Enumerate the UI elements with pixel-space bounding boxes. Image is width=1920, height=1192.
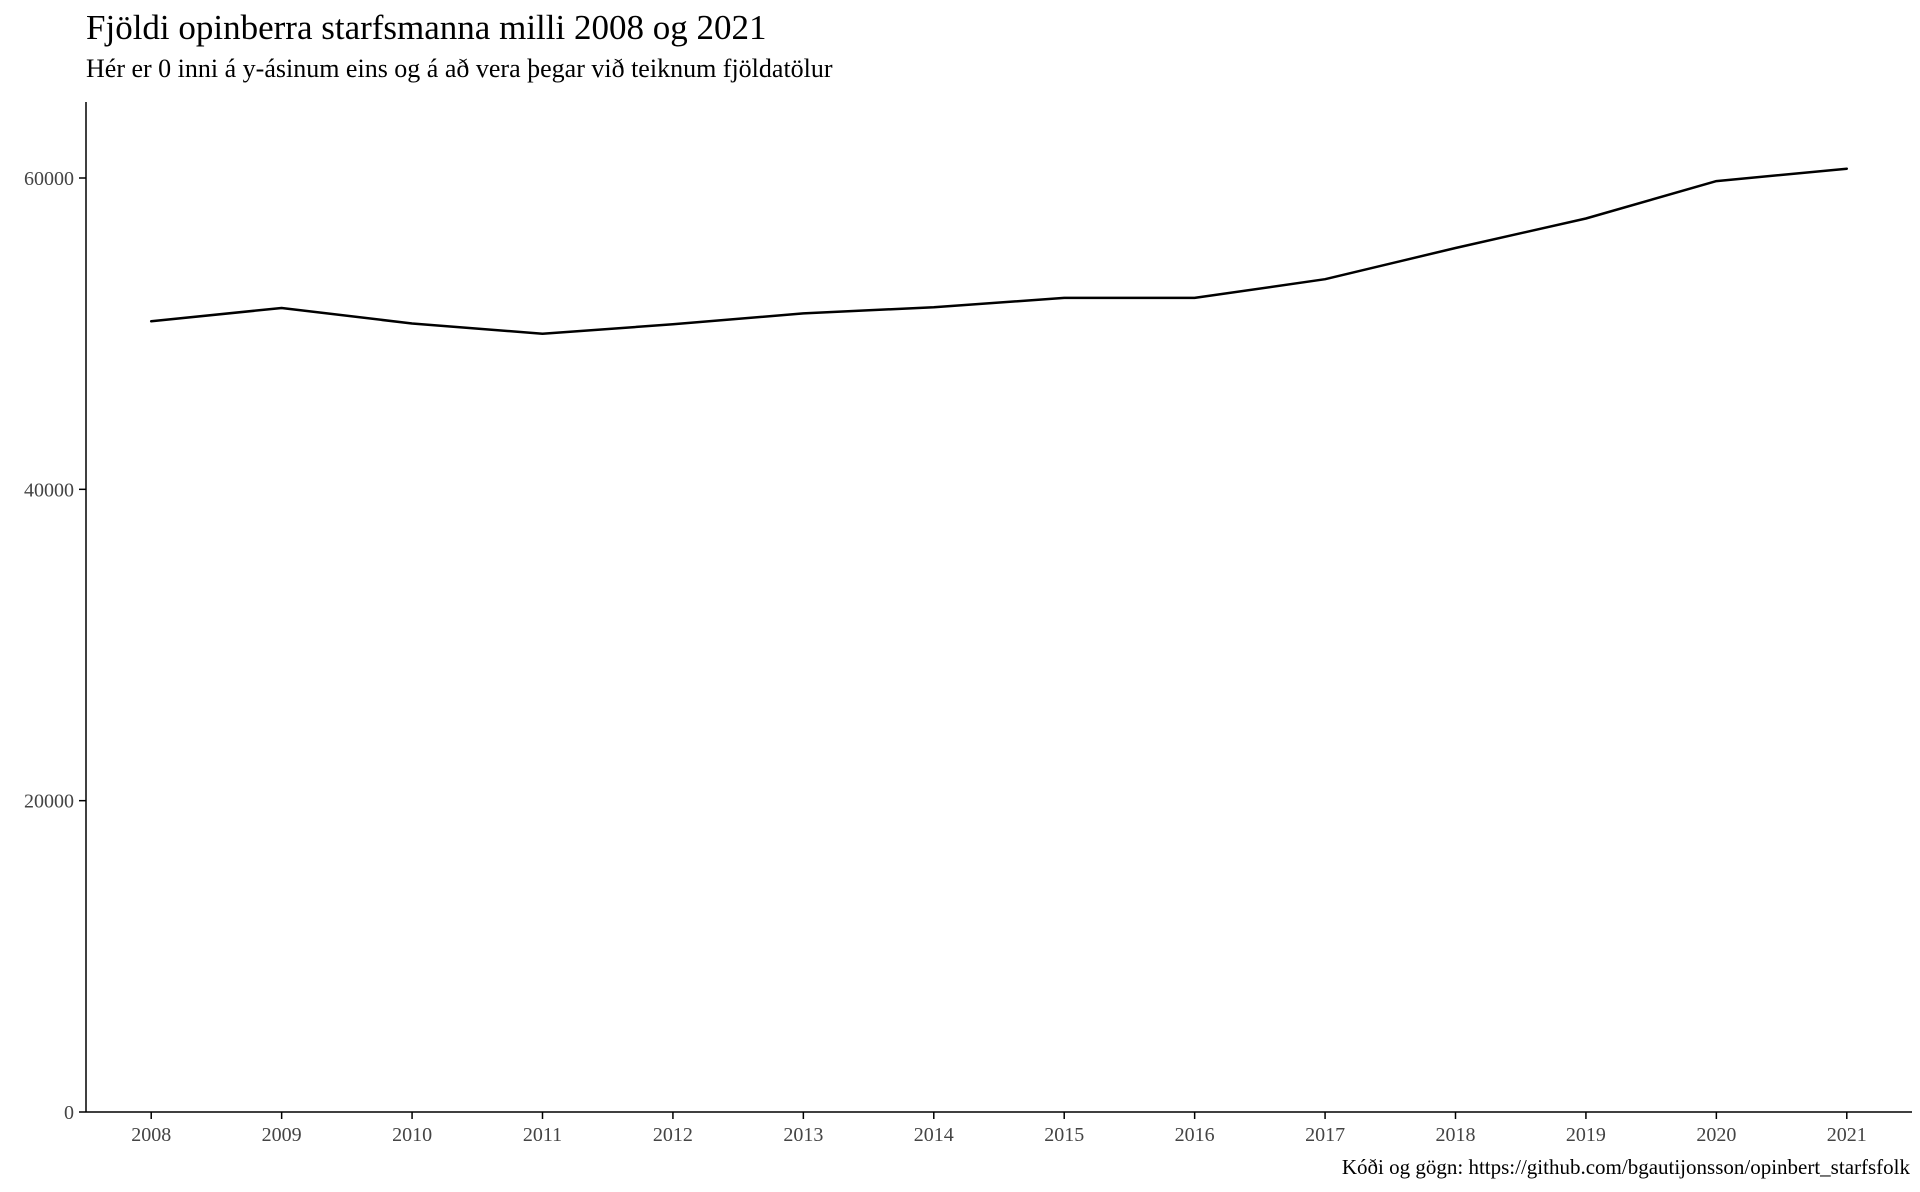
series-layer: [149, 167, 1849, 335]
x-tick-label-7: 2015: [1044, 1124, 1084, 1146]
x-tick-label-11: 2019: [1566, 1124, 1606, 1146]
x-tick-label-4: 2012: [653, 1124, 693, 1146]
y-tick-label-3: 60000: [24, 168, 74, 190]
x-tick-label-8: 2016: [1175, 1124, 1215, 1146]
x-tick-label-0: 2008: [131, 1124, 171, 1146]
x-tick-label-3: 2011: [523, 1124, 562, 1146]
x-tick-label-10: 2018: [1436, 1124, 1476, 1146]
tick-labels: 0 20000 40000 60000 2008 2009 2010 2011 2012 2013…: [24, 168, 1867, 1146]
chart-caption: Kóði og gögn: https://github.com/bgautij…: [1341, 1155, 1910, 1179]
y-tick-label-1: 20000: [24, 791, 74, 813]
axes: [79, 102, 1912, 1119]
y-tick-label-0: 0: [64, 1102, 74, 1124]
x-tick-label-1: 2009: [262, 1124, 302, 1146]
chart-title: Fjöldi opinberra starfsmanna milli 2008 …: [86, 8, 767, 47]
x-tick-label-2: 2010: [392, 1124, 432, 1146]
series-line-0: [149, 167, 1849, 335]
x-tick-label-12: 2020: [1696, 1124, 1736, 1146]
x-tick-label-9: 2017: [1305, 1124, 1345, 1146]
x-tick-label-5: 2013: [783, 1124, 823, 1146]
chart-subtitle: Hér er 0 inni á y-ásinum eins og á að ve…: [86, 54, 833, 83]
y-tick-label-2: 40000: [24, 479, 74, 501]
x-tick-label-6: 2014: [914, 1124, 954, 1146]
x-tick-label-13: 2021: [1827, 1124, 1867, 1146]
